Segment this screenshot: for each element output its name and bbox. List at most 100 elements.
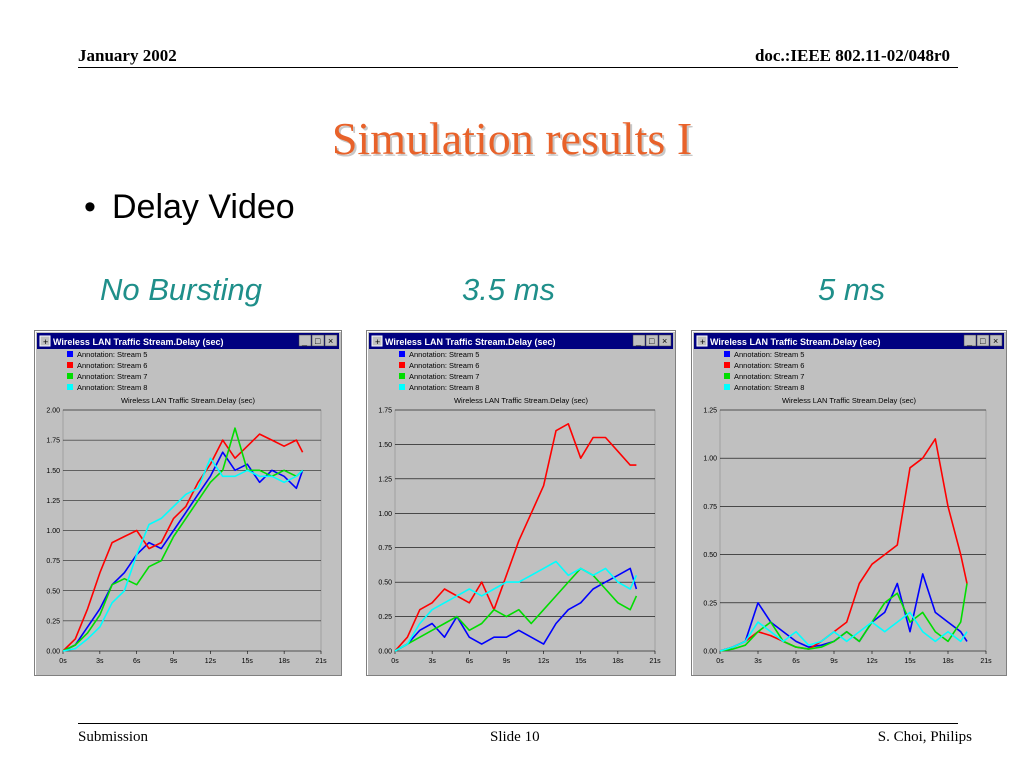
close-icon-glyph: × xyxy=(993,336,998,346)
x-tick-label: 6s xyxy=(466,658,474,665)
y-tick-label: 1.50 xyxy=(46,468,60,475)
chart-svg-3: + Wireless LAN Traffic Stream.Delay (sec)… xyxy=(694,333,1004,665)
y-tick-label: 0.50 xyxy=(378,580,392,587)
close-icon[interactable] xyxy=(324,334,338,347)
window-title-bar[interactable] xyxy=(694,333,1004,349)
window-title: Wireless LAN Traffic Stream.Delay (sec) xyxy=(53,337,224,347)
footer-author: S. Choi, Philips xyxy=(877,729,972,745)
legend-label: Annotation: Stream 8 xyxy=(409,383,479,392)
x-tick-label: 18s xyxy=(612,658,624,665)
window-title-bar[interactable] xyxy=(37,333,339,349)
legend-label: Annotation: Stream 5 xyxy=(734,350,804,359)
series-line-stream8 xyxy=(62,457,304,652)
legend-swatch xyxy=(399,362,405,368)
legend-swatch xyxy=(399,351,405,357)
series-line-stream8 xyxy=(719,611,968,652)
minimize-icon[interactable] xyxy=(963,334,977,347)
plot-area xyxy=(719,409,987,652)
minimize-icon-glyph: _ xyxy=(966,336,973,346)
y-tick-label: 1.75 xyxy=(378,408,392,415)
y-tick-label: 0.50 xyxy=(46,588,60,595)
x-tick-label: 3s xyxy=(428,658,436,665)
maximize-icon-glyph: □ xyxy=(315,336,321,346)
chart-svg-2: + Wireless LAN Traffic Stream.Delay (sec)… xyxy=(369,333,673,665)
x-tick-label: 15s xyxy=(575,658,587,665)
minimize-icon-glyph: _ xyxy=(635,336,642,346)
legend-swatch xyxy=(399,373,405,379)
x-tick-label: 9s xyxy=(830,658,838,665)
legend-swatch xyxy=(67,373,73,379)
close-icon[interactable] xyxy=(989,334,1003,347)
app-icon xyxy=(39,335,51,347)
header-doc-id: doc.:IEEE 802.11-02/048r0 xyxy=(754,46,950,65)
header-rule xyxy=(78,67,958,68)
x-tick-label: 21s xyxy=(649,658,661,665)
legend-swatch xyxy=(67,384,73,390)
x-tick-label: 12s xyxy=(538,658,550,665)
app-icon xyxy=(696,335,708,347)
y-tick-label: 0.00 xyxy=(378,649,392,656)
x-tick-label: 0s xyxy=(716,658,724,665)
maximize-icon[interactable] xyxy=(645,334,659,347)
y-tick-label: 0.50 xyxy=(703,552,717,559)
legend-swatch xyxy=(724,362,730,368)
y-tick-label: 0.75 xyxy=(703,504,717,511)
chart-title: Wireless LAN Traffic Stream.Delay (sec) xyxy=(454,396,589,405)
legend-label: Annotation: Stream 5 xyxy=(409,350,479,359)
slide-title: Simulation results I xyxy=(331,113,693,164)
subtitle-no-bursting: No Bursting xyxy=(100,272,262,307)
x-tick-label: 6s xyxy=(133,658,141,665)
chart-title: Wireless LAN Traffic Stream.Delay (sec) xyxy=(782,396,917,405)
y-tick-label: 1.00 xyxy=(378,511,392,518)
maximize-icon-glyph: □ xyxy=(649,336,655,346)
legend-swatch xyxy=(67,362,73,368)
minimize-icon[interactable] xyxy=(298,334,312,347)
x-tick-label: 15s xyxy=(904,658,916,665)
x-tick-label: 21s xyxy=(980,658,992,665)
y-tick-label: 0.75 xyxy=(378,545,392,552)
chart-window-3[interactable]: + Wireless LAN Traffic Stream.Delay (sec)… xyxy=(691,330,1007,676)
chart-svg-1: + Wireless LAN Traffic Stream.Delay (sec)… xyxy=(37,333,339,665)
legend-label: Annotation: Stream 8 xyxy=(734,383,804,392)
minimize-icon-glyph: _ xyxy=(301,336,308,346)
chart-window-1[interactable]: + Wireless LAN Traffic Stream.Delay (sec)… xyxy=(34,330,342,676)
y-tick-label: 0.75 xyxy=(46,558,60,565)
footer-left: Submission xyxy=(78,729,149,745)
y-tick-label: 0.00 xyxy=(46,649,60,656)
series-line-stream6 xyxy=(394,423,637,652)
series-line-stream7 xyxy=(719,583,968,652)
series-line-stream7 xyxy=(394,567,638,652)
series-line-stream6 xyxy=(62,433,304,652)
subtitle-3-5-ms: 3.5 ms xyxy=(462,272,556,307)
bullet-dot-icon: • xyxy=(84,188,96,226)
y-tick-label: 1.50 xyxy=(378,442,392,449)
plot-area xyxy=(394,409,656,652)
x-tick-label: 0s xyxy=(391,658,399,665)
app-icon-glyph: + xyxy=(375,337,380,347)
series-line-stream7 xyxy=(62,427,304,652)
minimize-icon[interactable] xyxy=(632,334,646,347)
maximize-icon[interactable] xyxy=(976,334,990,347)
x-tick-label: 12s xyxy=(205,658,217,665)
window-title-bar[interactable] xyxy=(369,333,673,349)
legend-label: Annotation: Stream 6 xyxy=(409,361,479,370)
legend-swatch xyxy=(67,351,73,357)
legend-label: Annotation: Stream 7 xyxy=(409,372,479,381)
y-tick-label: 1.75 xyxy=(46,438,60,445)
header-date: January 2002 xyxy=(78,46,177,65)
y-tick-label: 0.25 xyxy=(46,618,60,625)
series-line-stream6 xyxy=(719,438,968,652)
maximize-icon[interactable] xyxy=(311,334,325,347)
legend-swatch xyxy=(724,373,730,379)
x-tick-label: 3s xyxy=(754,658,762,665)
x-tick-label: 3s xyxy=(96,658,104,665)
chart-window-2[interactable]: + Wireless LAN Traffic Stream.Delay (sec)… xyxy=(366,330,676,676)
subtitle-5-ms: 5 ms xyxy=(818,272,886,307)
legend-swatch xyxy=(399,384,405,390)
x-tick-label: 12s xyxy=(866,658,878,665)
x-tick-label: 9s xyxy=(503,658,511,665)
series-line-stream8 xyxy=(394,560,638,652)
close-icon[interactable] xyxy=(658,334,672,347)
y-tick-label: 0.25 xyxy=(378,614,392,621)
x-tick-label: 6s xyxy=(792,658,800,665)
